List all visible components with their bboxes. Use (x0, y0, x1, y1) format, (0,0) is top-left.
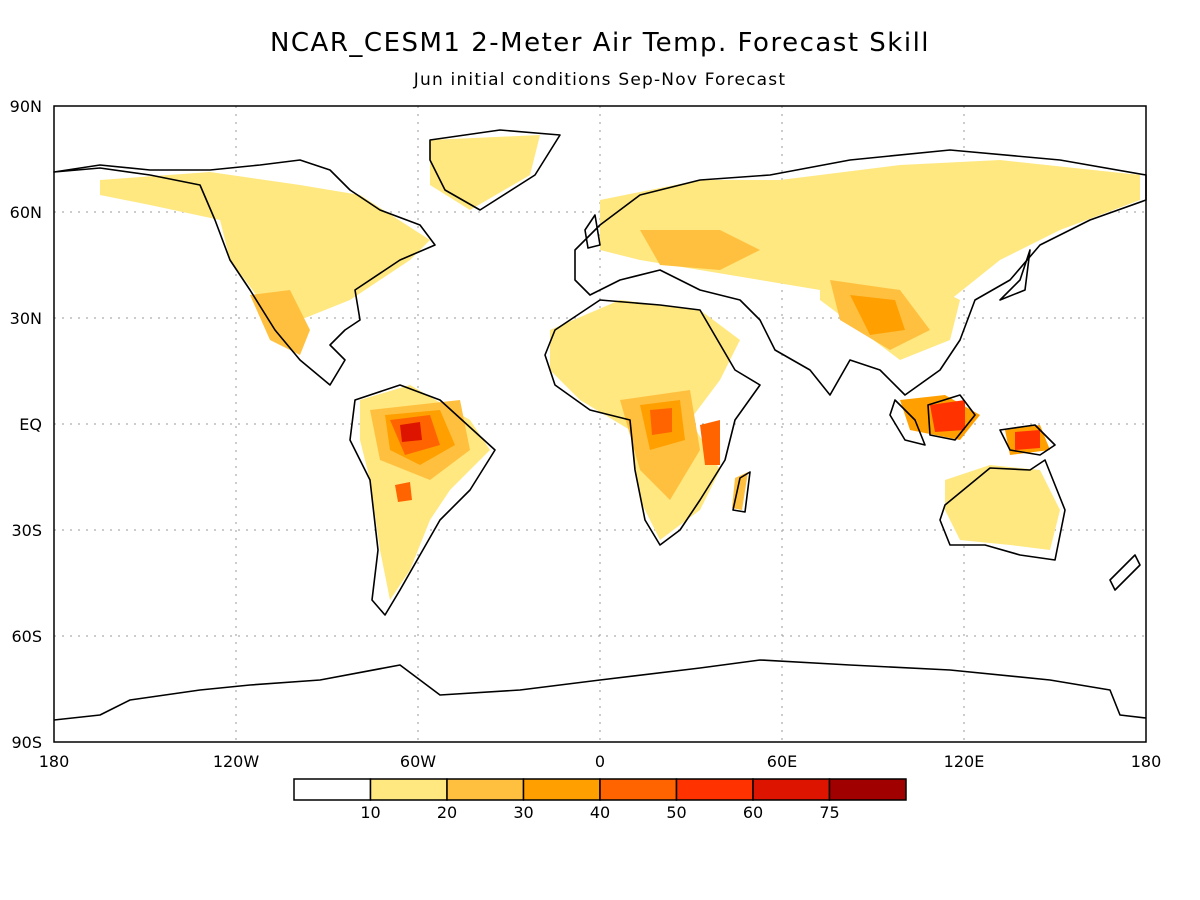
colorbar-swatch (675, 778, 754, 801)
colorbar: 10 20 30 40 50 60 75 (293, 778, 907, 822)
colorbar-swatch (293, 778, 372, 801)
map-title: NCAR_CESM1 2-Meter Air Temp. Forecast Sk… (269, 28, 931, 58)
skill-shading (100, 135, 1140, 600)
colorbar-label: 50 (666, 803, 686, 822)
colorbar-swatch (522, 778, 601, 801)
lat-label-60s: 60S (11, 627, 42, 646)
colorbar-label: 40 (590, 803, 610, 822)
lat-label-eq: EQ (19, 415, 42, 434)
colorbar-label: 20 (437, 803, 457, 822)
lon-label-60e: 60E (767, 752, 797, 771)
lat-label-30s: 30S (11, 521, 42, 540)
map-subtitle: Jun initial conditions Sep-Nov Forecast (413, 70, 787, 90)
lon-label-0: 0 (595, 752, 605, 771)
colorbar-label: 60 (743, 803, 763, 822)
colorbar-label: 10 (360, 803, 380, 822)
lon-label-60w: 60W (400, 752, 436, 771)
colorbar-swatch (599, 778, 678, 801)
colorbar-swatch (369, 778, 448, 801)
lat-label-30n: 30N (10, 309, 42, 328)
colorbar-label: 30 (513, 803, 533, 822)
colorbar-swatch (446, 778, 525, 801)
lat-label-90n: 90N (10, 97, 42, 116)
map-frame (53, 105, 1147, 743)
lon-label-180w: 180 (39, 752, 70, 771)
colorbar-swatch (752, 778, 831, 801)
colorbar-swatch (828, 778, 907, 801)
lon-label-180e: 180 (1131, 752, 1162, 771)
coastlines (53, 129, 1147, 721)
lon-label-120e: 120E (944, 752, 985, 771)
colorbar-label: 75 (819, 803, 839, 822)
lon-label-120w: 120W (213, 752, 260, 771)
lat-label-90s: 90S (11, 733, 42, 752)
lat-label-60n: 60N (10, 203, 42, 222)
